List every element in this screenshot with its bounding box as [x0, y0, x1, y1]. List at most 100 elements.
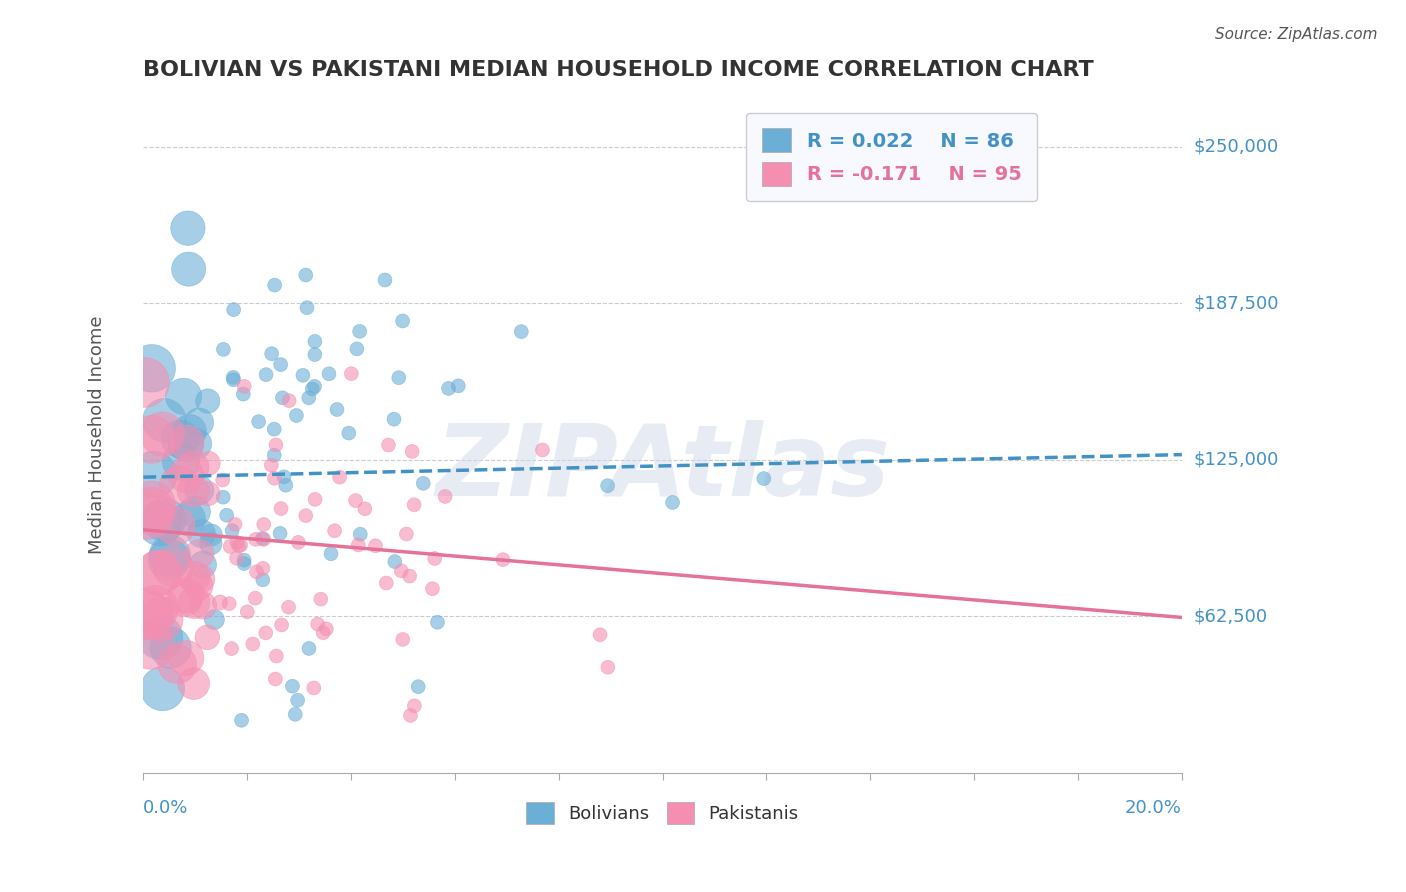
Point — [596, 660, 619, 674]
Point — [135, 508, 157, 522]
Point — [247, 415, 270, 429]
Point — [174, 468, 197, 483]
Point — [382, 412, 405, 426]
Point — [162, 560, 184, 574]
Point — [404, 498, 426, 512]
Point — [315, 622, 337, 636]
Point — [375, 576, 398, 591]
Point — [661, 495, 683, 509]
Point — [219, 540, 242, 554]
Point — [212, 343, 235, 357]
Point — [224, 517, 246, 532]
Point — [157, 552, 180, 566]
Point — [179, 425, 201, 439]
Text: 20.0%: 20.0% — [1125, 799, 1182, 817]
Point — [260, 458, 283, 472]
Point — [391, 632, 413, 647]
Point — [263, 471, 285, 485]
Point — [447, 379, 470, 393]
Point — [404, 698, 426, 713]
Text: ZIPAtlas: ZIPAtlas — [436, 420, 890, 516]
Point — [187, 579, 209, 593]
Text: Source: ZipAtlas.com: Source: ZipAtlas.com — [1215, 27, 1378, 42]
Point — [337, 426, 360, 441]
Point — [170, 455, 193, 469]
Point — [233, 557, 256, 571]
Point — [254, 368, 277, 382]
Point — [176, 435, 198, 450]
Point — [302, 681, 325, 695]
Text: 0.0%: 0.0% — [143, 799, 188, 817]
Point — [531, 442, 554, 457]
Point — [596, 478, 619, 492]
Point — [242, 637, 264, 651]
Point — [412, 476, 434, 491]
Point — [169, 432, 191, 446]
Point — [139, 609, 162, 624]
Point — [191, 558, 214, 572]
Point — [295, 301, 318, 315]
Point — [273, 470, 295, 484]
Point — [589, 628, 612, 642]
Point — [426, 615, 449, 630]
Point — [135, 607, 157, 621]
Point — [389, 564, 412, 578]
Point — [177, 262, 200, 277]
Point — [139, 638, 162, 652]
Point — [326, 402, 349, 417]
Point — [236, 605, 259, 619]
Point — [399, 708, 422, 723]
Point — [221, 524, 243, 538]
Point — [298, 391, 321, 405]
Point — [181, 460, 204, 475]
Point — [253, 517, 276, 532]
Point — [149, 516, 172, 531]
Point — [222, 373, 245, 387]
Point — [152, 681, 174, 696]
Point — [143, 601, 166, 615]
Point — [188, 483, 211, 497]
Point — [186, 437, 208, 451]
Point — [285, 409, 308, 423]
Point — [183, 570, 205, 584]
Point — [437, 381, 460, 395]
Point — [211, 473, 233, 487]
Text: Median Household Income: Median Household Income — [87, 316, 105, 554]
Point — [165, 518, 187, 533]
Point — [232, 387, 254, 401]
Point — [166, 657, 188, 672]
Point — [173, 389, 195, 403]
Point — [391, 314, 413, 328]
Point — [270, 358, 292, 372]
Point — [197, 486, 219, 500]
Point — [183, 676, 205, 690]
Point — [307, 617, 329, 632]
Point — [149, 631, 172, 645]
Point — [264, 672, 287, 686]
Point — [225, 551, 247, 566]
Point — [228, 539, 250, 553]
Point — [197, 456, 219, 470]
Point — [274, 478, 297, 492]
Legend: Bolivians, Pakistanis: Bolivians, Pakistanis — [519, 795, 806, 831]
Point — [148, 566, 170, 580]
Point — [254, 626, 277, 640]
Point — [226, 535, 249, 549]
Point — [395, 527, 418, 541]
Point — [294, 508, 316, 523]
Point — [253, 533, 276, 547]
Point — [354, 501, 377, 516]
Point — [384, 555, 406, 569]
Point — [510, 325, 533, 339]
Point — [252, 561, 274, 575]
Text: $250,000: $250,000 — [1194, 137, 1278, 155]
Point — [153, 512, 176, 526]
Point — [264, 438, 287, 452]
Point — [174, 437, 197, 451]
Point — [141, 433, 163, 447]
Point — [252, 532, 274, 546]
Point — [233, 379, 256, 393]
Text: $62,500: $62,500 — [1194, 607, 1267, 625]
Point — [260, 347, 283, 361]
Point — [422, 582, 444, 596]
